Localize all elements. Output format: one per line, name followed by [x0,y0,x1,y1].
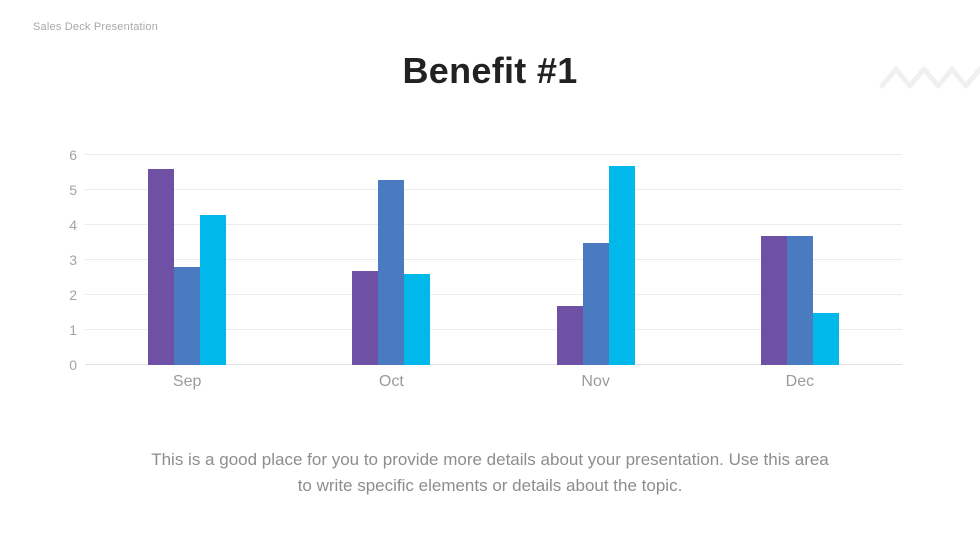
gridline-1 [85,329,902,331]
y-tick-label-4: 4 [69,217,77,234]
y-tick-label-2: 2 [69,287,77,304]
zigzag-line [879,66,980,89]
bar-purple-oct [352,270,379,365]
x-tick-sep: Sep [172,373,202,390]
x-tick-oct: Oct [378,373,404,390]
x-tick-dec: Dec [785,373,815,390]
chart-x-labels: Sep Oct Nov Dec [85,373,902,391]
bar-group-sep [85,155,289,365]
gridline-4 [85,224,902,226]
x-tick-nov: Nov [581,373,610,390]
bar-purple-sep [148,169,175,365]
y-tick-label-0: 0 [69,357,77,373]
zigzag-decoration-icon [879,66,980,89]
bar-group-dec [698,155,902,365]
description-text: This is a good place for you to provide … [0,447,980,499]
bar-cyan-dec [812,312,839,365]
bar-cyan-sep [200,214,227,365]
gridline-0 [85,364,902,365]
bar-cyan-oct [404,274,431,365]
y-tick-label-3: 3 [69,252,77,268]
bar-purple-dec [760,235,787,365]
gridline-5 [85,189,902,190]
gridline-6 [85,154,902,155]
y-tick-label-6: 6 [69,147,77,163]
gridline-3 [85,259,902,260]
bar-blue-dec [786,235,813,365]
bar-group-nov [494,155,698,365]
deck-title-label: Sales Deck Presentation [33,21,159,33]
bar-cyan-nov [608,165,635,365]
bar-blue-oct [378,179,405,365]
bar-purple-nov [556,305,583,365]
description-line-2: to write specific elements or details ab… [297,476,683,495]
description-line-1: This is a good place for you to provide … [151,450,829,469]
bar-blue-nov [582,242,609,365]
chart-plot-area: 0 1 2 3 4 5 6 [69,147,902,373]
bar-blue-sep [174,267,201,365]
gridline-2 [85,294,902,296]
y-tick-label-1: 1 [69,322,77,339]
bar-group-oct [289,155,493,365]
bar-groups [85,155,902,365]
page-title: Benefit #1 [402,50,578,91]
y-tick-label-5: 5 [69,182,77,198]
